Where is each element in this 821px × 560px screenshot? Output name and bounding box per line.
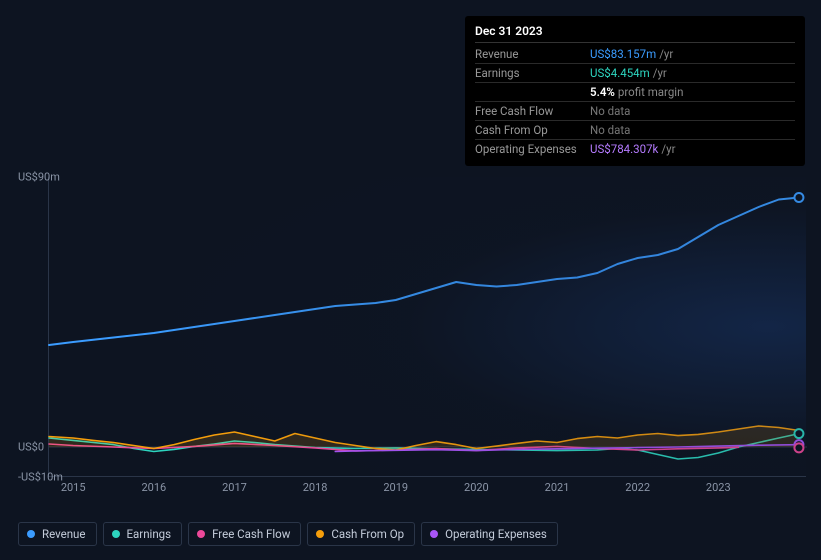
legend-dot [112, 530, 120, 538]
x-axis-label: 2018 [303, 481, 328, 494]
tooltip-row: RevenueUS$83.157m/yr [475, 45, 795, 64]
tooltip-label: Earnings [475, 66, 590, 80]
y-axis-label: -US$10m [18, 471, 63, 484]
x-axis-label: 2016 [141, 481, 166, 494]
tooltip-value: No data [590, 104, 630, 118]
tooltip-row: Cash From OpNo data [475, 121, 795, 140]
x-axis-label: 2022 [625, 481, 650, 494]
legend-item[interactable]: Revenue [18, 522, 97, 546]
financials-chart: 201520162017201820192020202120222023 US$… [18, 155, 808, 505]
legend-item[interactable]: Earnings [103, 522, 183, 546]
legend-label: Operating Expenses [445, 527, 547, 541]
legend: Revenue Earnings Free Cash Flow Cash From O… [18, 522, 558, 546]
legend-label: Earnings [127, 527, 172, 541]
x-axis-label: 2020 [464, 481, 489, 494]
legend-dot [430, 530, 438, 538]
y-axis-label: US$0 [18, 441, 44, 454]
tooltip-value: US$784.307k/yr [590, 142, 675, 156]
tooltip-value: No data [590, 123, 630, 137]
legend-item[interactable]: Operating Expenses [421, 522, 558, 546]
plot-area[interactable]: 201520162017201820192020202120222023 [48, 177, 806, 477]
legend-label: Cash From Op [331, 527, 404, 541]
tooltip-label: Revenue [475, 47, 590, 61]
tooltip-row: Free Cash FlowNo data [475, 102, 795, 121]
tooltip-label: Operating Expenses [475, 142, 590, 156]
legend-dot [27, 530, 35, 538]
legend-dot [197, 530, 205, 538]
plot-glow [49, 177, 806, 476]
tooltip-value: US$83.157m/yr [590, 47, 673, 61]
tooltip-row: EarningsUS$4.454m/yr [475, 64, 795, 83]
tooltip-label [475, 85, 590, 99]
tooltip-label: Free Cash Flow [475, 104, 590, 118]
tooltip-rows: RevenueUS$83.157m/yrEarningsUS$4.454m/yr… [475, 45, 795, 158]
x-axis-label: 2023 [706, 481, 731, 494]
tooltip-value: US$4.454m/yr [590, 66, 667, 80]
legend-label: Revenue [42, 527, 86, 541]
x-axis-label: 2021 [545, 481, 570, 494]
chart-tooltip: Dec 31 2023 RevenueUS$83.157m/yrEarnings… [465, 16, 805, 166]
legend-label: Free Cash Flow [212, 527, 290, 541]
y-axis-label: US$90m [18, 171, 60, 184]
tooltip-value: 5.4%profit margin [590, 85, 683, 99]
x-axis-label: 2015 [61, 481, 86, 494]
x-axis-label: 2019 [383, 481, 408, 494]
tooltip-row: 5.4%profit margin [475, 83, 795, 102]
legend-item[interactable]: Cash From Op [307, 522, 415, 546]
tooltip-label: Cash From Op [475, 123, 590, 137]
legend-item[interactable]: Free Cash Flow [188, 522, 301, 546]
x-axis-label: 2017 [222, 481, 247, 494]
tooltip-date: Dec 31 2023 [475, 24, 795, 43]
legend-dot [316, 530, 324, 538]
